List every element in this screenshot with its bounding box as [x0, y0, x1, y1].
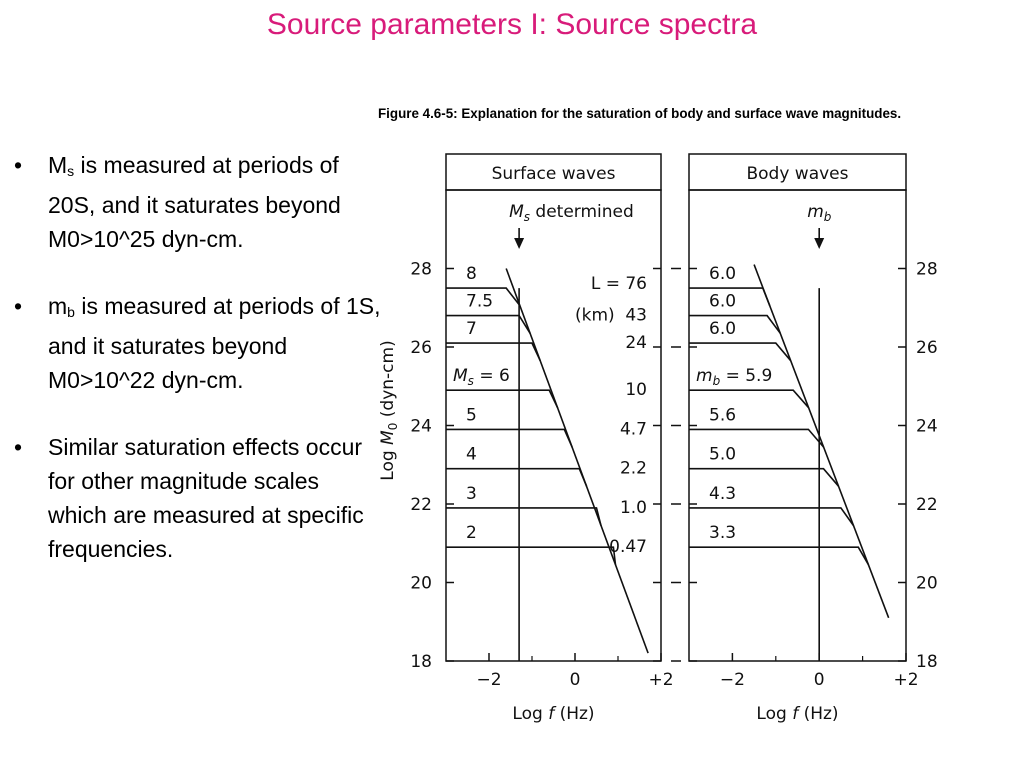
- spectrum-curve: [446, 342, 541, 362]
- x-tick-label: +2: [648, 670, 673, 690]
- rupture-length-label: 10: [625, 380, 647, 400]
- bullet-symbol: m: [48, 293, 68, 319]
- rupture-length-label: 24: [625, 333, 647, 353]
- x-tick-label: −2: [476, 670, 501, 690]
- spectrum-magnitude-label: 6.0: [709, 264, 736, 284]
- spectrum-magnitude-label: 7.5: [466, 292, 493, 312]
- spectrum-magnitude-label: 4.3: [709, 484, 736, 504]
- spectrum-magnitude-label: 3.3: [709, 523, 736, 543]
- bullet-text: is measured at periods of 1S, and it sat…: [48, 293, 381, 393]
- x-axis-label: Log f (Hz): [756, 704, 838, 724]
- spectrum-curve: [689, 507, 855, 527]
- y-tick-label: 28: [916, 260, 938, 280]
- spectrum-magnitude-label: 6.0: [709, 319, 736, 339]
- spectrum-magnitude-label: 5: [466, 405, 477, 425]
- length-header-label: L = 76: [591, 274, 647, 294]
- y-tick-label: 22: [410, 495, 432, 515]
- bullet-dot: •: [14, 293, 23, 319]
- x-tick-label: −2: [720, 670, 745, 690]
- spectrum-asymptote: [753, 264, 890, 619]
- spectrum-curve: [689, 342, 792, 362]
- y-tick-label: 28: [410, 260, 432, 280]
- spectrum-curve: [446, 389, 559, 409]
- slide-title: Source parameters I: Source spectra: [266, 8, 758, 41]
- body-waves-panel: Body waves 28 26 24 22 20 18 −2 0 +2 Log f (Hz) mb: [671, 153, 938, 724]
- y-tick-label: 24: [916, 417, 938, 437]
- spectrum-magnitude-label: 6.0: [709, 292, 736, 312]
- spectrum-magnitude-label: 2: [466, 523, 477, 543]
- bullet-list: • Ms is measured at periods of 20S, and …: [10, 148, 382, 599]
- period-line-label: mb: [807, 202, 832, 224]
- spectrum-curve: [689, 389, 810, 409]
- bullet-text: is measured at periods of 20S, and it sa…: [48, 152, 341, 252]
- y-tick-label: 26: [916, 338, 938, 358]
- bullet-dot: •: [14, 152, 23, 178]
- rupture-length-label: 4.7: [620, 419, 647, 439]
- spectrum-magnitude-label: 3: [466, 484, 477, 504]
- x-tick-label: +2: [893, 670, 918, 690]
- spectrum-curve: [446, 287, 521, 307]
- bullet-symbol: M: [48, 152, 68, 178]
- spectrum-curve: [689, 428, 825, 448]
- y-tick-label: 20: [916, 574, 938, 594]
- rupture-length-label: 2.2: [620, 459, 647, 479]
- rupture-length-label: 43: [625, 306, 647, 326]
- spectrum-curve: [689, 314, 781, 334]
- x-tick-label: 0: [570, 670, 581, 690]
- spectrum-magnitude-label: Ms = 6: [453, 366, 510, 388]
- y-tick-label: 26: [410, 338, 432, 358]
- period-arrow-head: [814, 238, 825, 249]
- y-axis-label: Log M0 (dyn-cm): [378, 340, 400, 480]
- bullet-dot: •: [14, 434, 23, 460]
- spectrum-curve: [446, 467, 588, 487]
- y-tick-label: 18: [410, 652, 432, 672]
- spectrum-magnitude-label: 4: [466, 445, 477, 465]
- spectrum-magnitude-label: 5.6: [709, 405, 736, 425]
- panel-frame: [688, 189, 907, 662]
- spectrum-curve: [446, 428, 573, 448]
- spectrum-magnitude-label: 7: [466, 319, 477, 339]
- spectrum-curve: [446, 507, 602, 526]
- period-line-label: Ms determined: [509, 202, 634, 224]
- rupture-length-label: 1.0: [620, 498, 647, 518]
- panel-title: Surface waves: [492, 164, 616, 184]
- spectrum-magnitude-label: mb = 5.9: [696, 366, 772, 388]
- length-unit-label: (km): [575, 306, 615, 326]
- figure-caption: Figure 4.6-5: Explanation for the satura…: [378, 106, 902, 121]
- y-tick-label: 22: [916, 495, 938, 515]
- panel-title: Body waves: [746, 164, 848, 184]
- bullet-subscript: s: [67, 163, 75, 179]
- period-arrow-head: [514, 238, 525, 249]
- bullet-item: • mb is measured at periods of 1S, and i…: [10, 289, 382, 397]
- spectrum-curve: [689, 546, 870, 566]
- y-tick-label: 20: [410, 574, 432, 594]
- spectrum-magnitude-label: 8: [466, 264, 477, 284]
- bullet-item: • Ms is measured at periods of 20S, and …: [10, 148, 382, 256]
- y-tick-label: 24: [410, 417, 432, 437]
- spectrum-curve: [446, 314, 531, 334]
- x-tick-label: 0: [814, 670, 825, 690]
- bullet-text: Similar saturation effects occur for oth…: [48, 434, 364, 562]
- spectrum-magnitude-label: 5.0: [709, 445, 736, 465]
- x-axis-label: Log f (Hz): [512, 704, 594, 724]
- spectrum-curve: [689, 467, 840, 487]
- bullet-item: • Similar saturation effects occur for o…: [10, 430, 382, 566]
- y-tick-label: 18: [916, 652, 938, 672]
- spectrum-curve: [689, 287, 771, 307]
- spectrum-curve: [446, 546, 617, 565]
- rupture-length-label: 0.47: [609, 537, 647, 557]
- bullet-subscript: b: [67, 304, 75, 320]
